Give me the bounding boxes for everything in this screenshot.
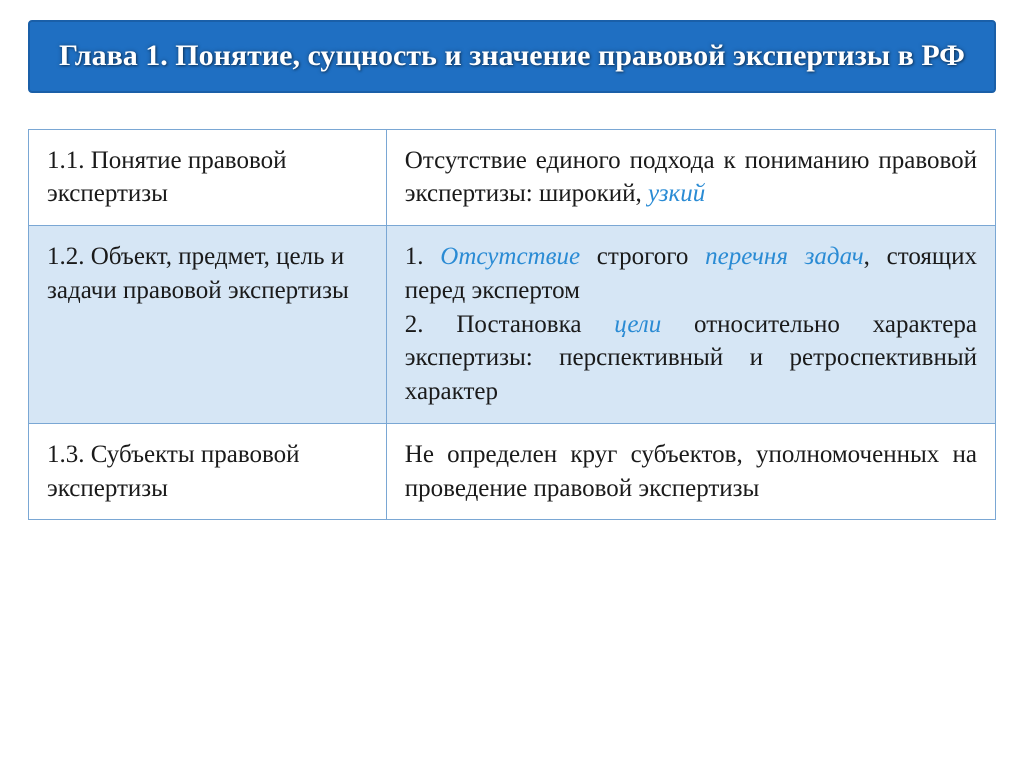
section-number-title: 1.2. Объект, предмет, цель и задачи прав… <box>29 226 387 424</box>
chapter-header: Глава 1. Понятие, сущность и значение пр… <box>28 20 996 93</box>
section-number-title: 1.1. Понятие правовой экспертизы <box>29 129 387 226</box>
section-description: Не определен круг субъектов, уполномочен… <box>386 423 995 520</box>
chapter-title: Глава 1. Понятие, сущность и значение пр… <box>54 36 970 77</box>
content-table: 1.1. Понятие правовой экспертизыОтсутств… <box>28 129 996 521</box>
table-row: 1.1. Понятие правовой экспертизыОтсутств… <box>29 129 996 226</box>
section-description: Отсутствие единого подхода к пониманию п… <box>386 129 995 226</box>
section-number-title: 1.3. Субъекты правовой экспертизы <box>29 423 387 520</box>
table-row: 1.2. Объект, предмет, цель и задачи прав… <box>29 226 996 424</box>
table-row: 1.3. Субъекты правовой экспертизыНе опре… <box>29 423 996 520</box>
section-description: 1. Отсутствие строгого перечня задач, ст… <box>386 226 995 424</box>
